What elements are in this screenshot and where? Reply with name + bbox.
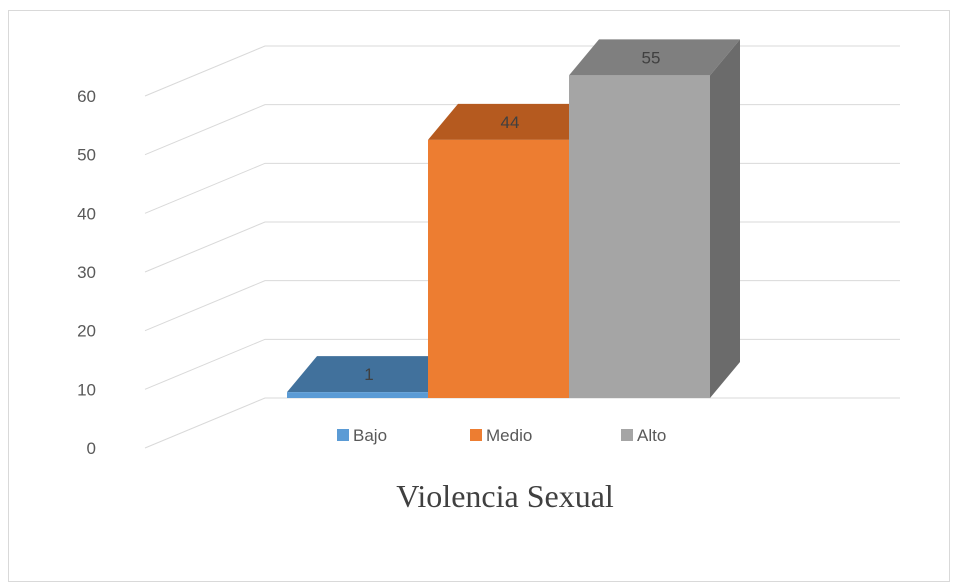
legend-label-medio: Medio xyxy=(486,426,532,445)
y-tick-label: 30 xyxy=(77,263,96,282)
y-tick-label: 10 xyxy=(77,380,96,399)
gridline xyxy=(144,45,900,97)
legend-label-alto: Alto xyxy=(637,426,666,445)
y-axis-ticks: 0 10 20 30 40 50 60 xyxy=(77,87,96,458)
data-label-medio: 44 xyxy=(501,113,520,132)
bar-bajo xyxy=(287,392,428,398)
bar-alto-side xyxy=(710,39,740,398)
data-label-alto: 55 xyxy=(642,48,661,67)
bar-medio xyxy=(428,139,569,398)
data-label-bajo: 1 xyxy=(364,365,373,384)
bar-alto xyxy=(569,75,710,398)
y-tick-label: 60 xyxy=(77,87,96,106)
bars xyxy=(287,39,740,398)
y-tick-label: 0 xyxy=(87,439,96,458)
y-tick-label: 40 xyxy=(77,204,96,223)
bar-bajo-top xyxy=(287,356,458,393)
legend: Bajo Medio Alto xyxy=(337,426,666,445)
data-labels: 1 44 55 xyxy=(364,48,660,384)
legend-label-bajo: Bajo xyxy=(353,426,387,445)
legend-swatch-alto xyxy=(621,429,633,441)
y-tick-label: 50 xyxy=(77,146,96,165)
chart-title: Violencia Sexual xyxy=(396,478,614,514)
legend-swatch-bajo xyxy=(337,429,349,441)
bar-alto-top xyxy=(569,39,740,76)
y-tick-label: 20 xyxy=(77,322,96,341)
bar-medio-top xyxy=(428,103,599,140)
legend-swatch-medio xyxy=(470,429,482,441)
